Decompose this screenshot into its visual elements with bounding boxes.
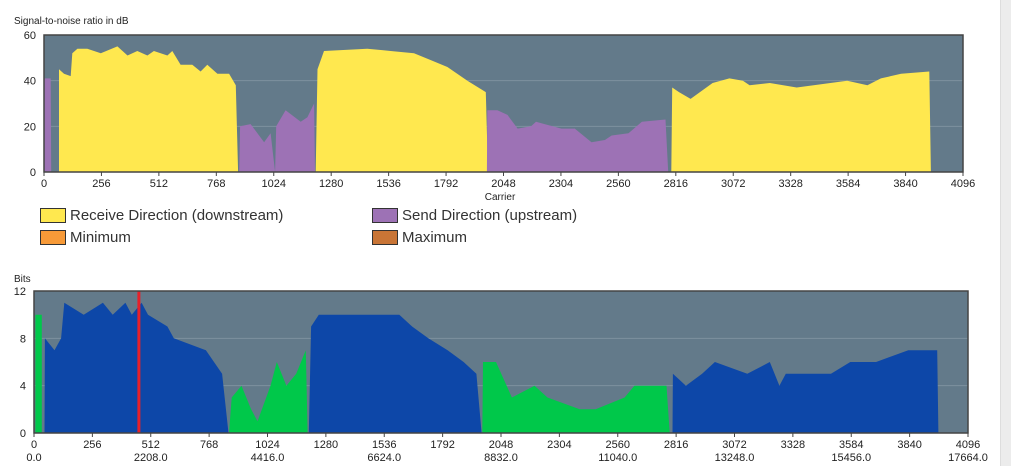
x-tick-label: 2816 [664, 178, 688, 190]
x-tick-label-secondary: 2208.0 [134, 452, 168, 464]
y-tick-label: 8 [20, 333, 26, 345]
x-tick-label: 1024 [262, 178, 286, 190]
x-tick-label: 1280 [314, 439, 338, 451]
y-tick-label: 12 [14, 286, 26, 298]
x-tick-label: 2304 [549, 178, 573, 190]
x-tick-label: 512 [142, 439, 160, 451]
x-tick-label: 3072 [722, 439, 746, 451]
x-tick-label: 512 [150, 178, 168, 190]
x-tick-label-secondary: 13248.0 [715, 452, 755, 464]
x-tick-label: 0 [41, 178, 47, 190]
legend-maximum[interactable]: Maximum [372, 229, 467, 246]
x-tick-label-secondary: 11040.0 [598, 452, 637, 464]
series-area-send-direction-upstream- [44, 78, 52, 172]
x-tick-label-secondary: 15456.0 [831, 452, 871, 464]
legend-label: Receive Direction (downstream) [70, 207, 284, 224]
x-tick-label: 4096 [951, 178, 975, 190]
series-area-receive-direction-downstream- [671, 71, 931, 172]
x-tick-label-secondary: 17664.0 [948, 452, 988, 464]
y-tick-label: 20 [24, 121, 36, 133]
x-tick-label: 768 [207, 178, 225, 190]
x-tick-label: 3328 [781, 439, 805, 451]
snr-chart-title: Signal-to-noise ratio in dB [14, 16, 129, 27]
x-tick-label: 768 [200, 439, 218, 451]
x-tick-label: 1024 [255, 439, 279, 451]
y-tick-label: 4 [20, 381, 26, 393]
series-area-send-direction-upstream- [486, 110, 669, 172]
x-tick-label: 1792 [430, 439, 454, 451]
x-tick-label: 0 [31, 439, 37, 451]
x-tick-label: 2560 [606, 178, 630, 190]
legend-minimum[interactable]: Minimum [40, 229, 131, 246]
x-tick-label: 1280 [319, 178, 343, 190]
x-tick-label: 3840 [897, 439, 921, 451]
x-tick-label: 4096 [956, 439, 980, 451]
x-tick-label-secondary: 4416.0 [251, 452, 285, 464]
x-tick-label: 2816 [664, 439, 688, 451]
legend-label: Minimum [70, 229, 131, 246]
page-scrollbar[interactable] [1000, 0, 1011, 466]
legend-label: Send Direction (upstream) [402, 207, 578, 224]
x-tick-label: 2048 [491, 178, 515, 190]
x-tick-label: 3840 [893, 178, 917, 190]
legend-swatch [40, 208, 66, 223]
series-area-upstream-bits [35, 314, 42, 433]
x-tick-label: 1536 [372, 439, 396, 451]
series-area-downstream-bits [44, 302, 229, 433]
snr-x-axis-label: Carrier [485, 192, 516, 203]
x-tick-label: 256 [83, 439, 101, 451]
legend-upstream[interactable]: Send Direction (upstream) [372, 207, 577, 224]
series-area-receive-direction-downstream- [315, 48, 488, 173]
x-tick-label-secondary: 8832.0 [484, 452, 518, 464]
x-tick-label: 1536 [376, 178, 400, 190]
bits-chart-title: Bits [14, 274, 31, 285]
x-tick-label: 256 [92, 178, 110, 190]
x-tick-label-secondary: 0.0 [26, 452, 41, 464]
legend-label: Maximum [402, 229, 468, 246]
legend-swatch [372, 230, 398, 245]
x-tick-label: 3584 [836, 178, 860, 190]
y-tick-label: 60 [24, 30, 36, 42]
x-tick-label: 2304 [547, 439, 571, 451]
x-tick-label: 2048 [489, 439, 513, 451]
legend-downstream[interactable]: Receive Direction (downstream) [40, 207, 283, 224]
x-tick-label: 3584 [839, 439, 863, 451]
series-area-downstream-bits [672, 350, 939, 433]
y-tick-label: 0 [20, 428, 26, 440]
x-tick-label: 2560 [606, 439, 630, 451]
series-area-downstream-bits [308, 314, 482, 433]
series-area-upstream-bits [482, 362, 670, 433]
series-area-receive-direction-downstream- [59, 46, 239, 172]
series-area-send-direction-upstream- [239, 103, 315, 172]
legend-swatch [372, 208, 398, 223]
x-tick-label: 1792 [434, 178, 458, 190]
x-tick-label: 3328 [778, 178, 802, 190]
x-tick-label-secondary: 6624.0 [367, 452, 401, 464]
x-tick-label: 3072 [721, 178, 745, 190]
y-tick-label: 40 [24, 76, 36, 88]
y-tick-label: 0 [30, 167, 36, 179]
legend-swatch [40, 230, 66, 245]
series-area-upstream-bits [229, 350, 308, 433]
